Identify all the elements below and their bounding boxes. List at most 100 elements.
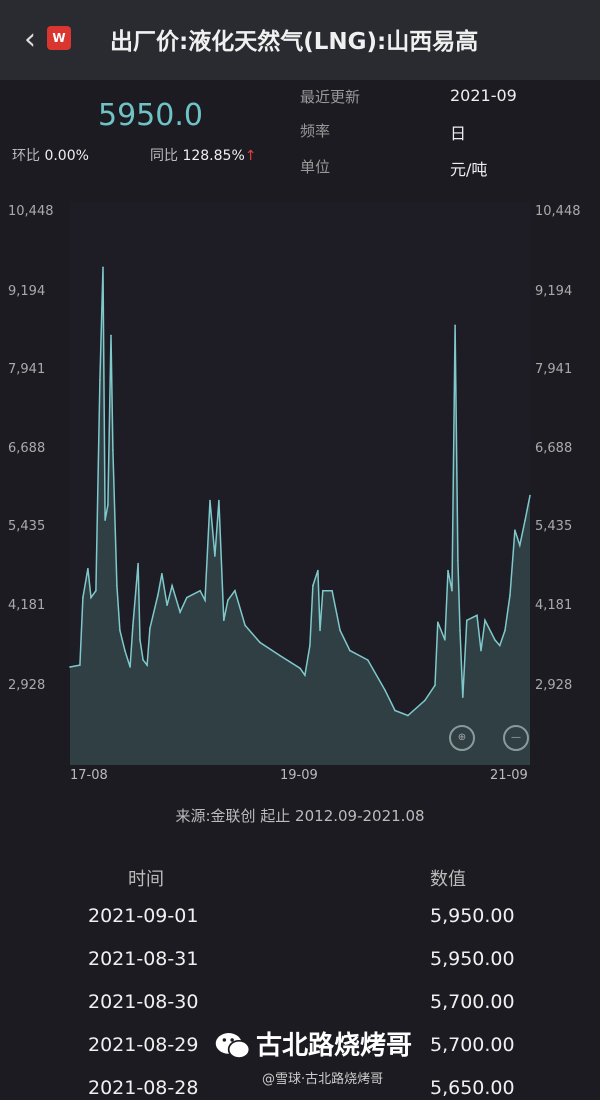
data-point <box>519 544 521 547</box>
y-tick: 10,448 <box>535 204 581 219</box>
data-point <box>112 449 114 451</box>
data-point <box>139 639 141 641</box>
cell-value: 5,950.00 <box>430 948 515 970</box>
cell-time: 2021-08-30 <box>88 991 199 1013</box>
data-point <box>209 499 211 502</box>
data-point <box>317 569 319 572</box>
data-point <box>146 664 148 666</box>
meta-label: 频率 <box>300 122 331 140</box>
yoy-change: 同比 128.85%↑ <box>150 145 256 165</box>
y-tick: 9,194 <box>535 284 573 299</box>
mom-change: 环比 0.00% <box>12 145 89 165</box>
data-point <box>484 619 486 622</box>
data-point <box>227 599 229 601</box>
data-point <box>223 619 225 622</box>
data-point <box>384 689 386 692</box>
data-point <box>349 649 351 652</box>
column-header-time: 时间 <box>128 869 164 890</box>
data-point <box>437 621 439 624</box>
data-point <box>457 559 459 562</box>
data-source: 来源:金联创 起止 2012.09-2021.08 <box>175 807 425 825</box>
x-tick: 21-09 <box>490 768 528 783</box>
data-point <box>129 666 131 668</box>
yoy-label: 同比 <box>150 148 178 164</box>
data-point <box>99 379 101 381</box>
cell-value: 5,700.00 <box>430 991 515 1013</box>
data-point <box>79 664 81 666</box>
cell-value: 5,650.00 <box>430 1077 515 1099</box>
data-point <box>309 644 311 647</box>
data-point <box>331 589 333 592</box>
meta-value: 2021-09 <box>450 86 517 105</box>
data-point <box>132 624 134 627</box>
meta-label: 单位 <box>300 158 331 176</box>
cell-time: 2021-09-01 <box>88 905 199 927</box>
data-point <box>524 519 526 521</box>
cell-time: 2021-08-29 <box>88 1034 199 1056</box>
data-point <box>367 659 369 661</box>
data-point <box>312 584 314 587</box>
data-point <box>279 654 281 657</box>
data-point <box>95 589 97 592</box>
data-point <box>459 629 461 632</box>
mom-label: 环比 <box>12 148 40 164</box>
meta-value: 日 <box>450 124 467 143</box>
data-point <box>299 667 301 670</box>
cell-time: 2021-08-31 <box>88 948 199 970</box>
price-chart[interactable] <box>0 0 600 800</box>
data-point <box>104 519 106 521</box>
data-point <box>107 504 109 506</box>
data-point <box>480 649 482 652</box>
data-point <box>204 599 206 601</box>
data-point <box>444 639 446 641</box>
y-tick: 2,928 <box>8 678 46 693</box>
data-point <box>259 641 261 644</box>
data-point <box>149 627 151 630</box>
data-point <box>529 494 531 497</box>
y-tick: 6,688 <box>535 441 573 456</box>
y-tick: 7,941 <box>535 362 573 377</box>
cell-value: 5,950.00 <box>430 905 515 927</box>
column-header-value: 数值 <box>430 869 466 890</box>
watermark: 古北路烧烤哥 <box>214 1030 412 1062</box>
data-point <box>116 584 118 587</box>
data-point <box>214 555 216 557</box>
meta-value: 元/吨 <box>450 160 488 179</box>
chevron-left-icon[interactable]: ‹ <box>24 22 36 57</box>
data-point <box>451 589 453 592</box>
y-tick: 5,435 <box>535 519 573 534</box>
x-tick: 19-09 <box>280 768 318 783</box>
data-point <box>424 699 426 702</box>
data-point <box>110 334 112 337</box>
y-tick: 7,941 <box>8 362 46 377</box>
data-point <box>476 614 478 617</box>
data-point <box>82 596 84 599</box>
data-point <box>322 589 324 592</box>
data-point <box>319 629 321 632</box>
data-point <box>102 266 104 269</box>
data-point <box>218 499 220 502</box>
cell-time: 2021-08-28 <box>88 1077 199 1099</box>
zoom-in-button[interactable]: ⊕ <box>449 725 475 751</box>
y-tick: 4,181 <box>535 598 573 613</box>
data-point <box>186 596 188 599</box>
zoom-out-button[interactable]: — <box>503 725 529 751</box>
data-point <box>339 629 341 632</box>
data-point <box>504 629 506 632</box>
data-point <box>461 696 464 699</box>
data-point <box>407 714 409 717</box>
y-tick: 10,448 <box>8 204 54 219</box>
app-header: ‹ W 出厂价:液化天然气(LNG):山西易高 <box>0 0 600 80</box>
y-tick: 6,688 <box>8 441 46 456</box>
current-price: 5950.0 <box>98 98 203 133</box>
y-tick: 2,928 <box>535 678 573 693</box>
data-point <box>199 589 201 592</box>
data-point <box>234 589 236 592</box>
data-point <box>434 684 436 687</box>
data-point <box>494 639 496 641</box>
data-point <box>454 324 456 327</box>
y-tick: 5,435 <box>8 519 46 534</box>
data-point <box>179 611 181 613</box>
data-point <box>157 594 159 596</box>
data-point <box>119 629 121 632</box>
